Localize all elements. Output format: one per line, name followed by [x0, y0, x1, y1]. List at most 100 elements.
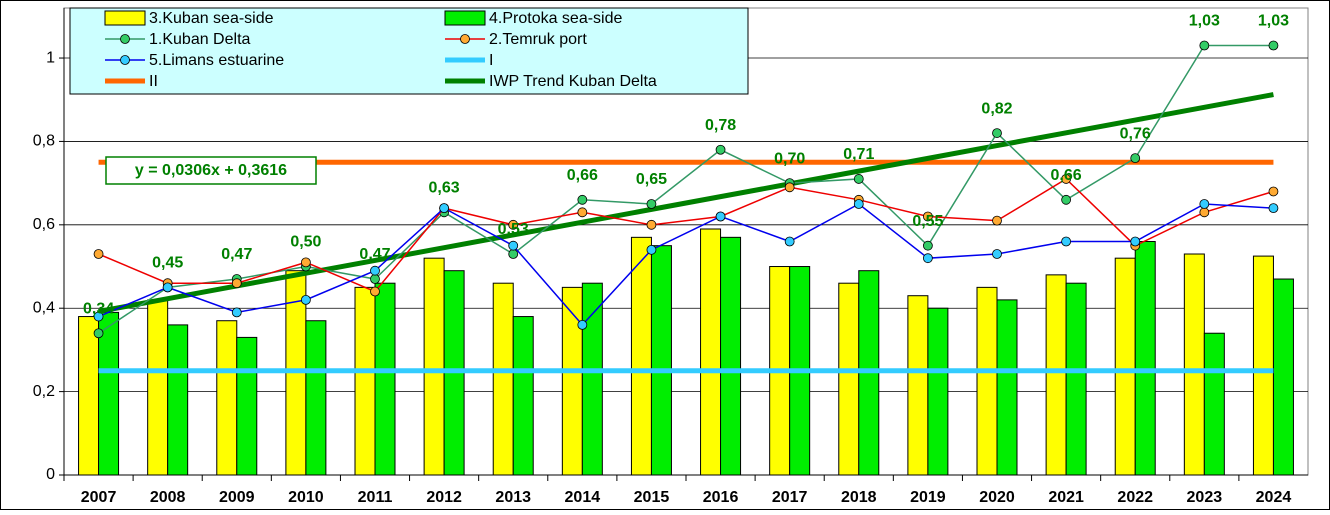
- legend-label: 1.Kuban Delta: [149, 31, 251, 48]
- line-series: [98, 203, 1274, 327]
- bar: [512, 316, 534, 476]
- x-tick-label: 2015: [634, 489, 670, 506]
- x-tick-label: 2020: [979, 489, 1015, 506]
- marker: [646, 244, 657, 255]
- marker: [853, 174, 864, 184]
- marker: [1130, 153, 1141, 164]
- data-label: 0,76: [1120, 125, 1151, 142]
- y-tick-label: 0,6: [33, 216, 55, 233]
- data-label: 0,66: [567, 167, 598, 184]
- x-tick-label: 2022: [1117, 489, 1153, 506]
- legend-label: IWP Trend Kuban Delta: [489, 73, 657, 90]
- marker: [922, 211, 933, 222]
- bar: [216, 320, 238, 476]
- marker: [508, 249, 519, 259]
- marker: [922, 240, 933, 251]
- x-tick-label: 2024: [1256, 489, 1292, 506]
- marker: [1130, 236, 1141, 247]
- bar: [78, 316, 100, 476]
- marker: [370, 286, 380, 297]
- x-tick-label: 2007: [81, 489, 117, 506]
- data-label: 0,71: [843, 146, 874, 163]
- marker: [992, 128, 1002, 138]
- marker: [715, 211, 726, 222]
- marker: [853, 199, 864, 209]
- x-tick-label: 2019: [910, 489, 946, 506]
- marker: [93, 311, 104, 322]
- bar: [423, 257, 445, 476]
- legend-label: II: [149, 73, 158, 90]
- data-label: 0,78: [705, 117, 736, 134]
- marker: [93, 249, 104, 259]
- data-label: 0,45: [152, 255, 183, 272]
- marker: [300, 257, 311, 268]
- marker: [784, 182, 795, 193]
- bar: [374, 282, 396, 476]
- marker: [1061, 194, 1072, 205]
- data-label: 0,47: [359, 246, 390, 263]
- bar: [927, 307, 949, 476]
- x-tick-label: 2010: [288, 489, 324, 506]
- line-series: [98, 178, 1274, 293]
- y-tick-label: 1: [46, 49, 55, 66]
- marker: [1268, 186, 1279, 197]
- bar: [1203, 332, 1225, 476]
- bar: [1065, 282, 1087, 476]
- marker: [370, 265, 380, 276]
- annotation-box: [105, 156, 317, 185]
- bar: [492, 282, 514, 476]
- data-label: 1,03: [1189, 13, 1220, 30]
- bar: [1134, 241, 1156, 476]
- bar: [1114, 257, 1136, 476]
- x-tick-label: 2009: [219, 489, 255, 506]
- x-tick-label: 2023: [1187, 489, 1223, 506]
- marker: [646, 199, 657, 209]
- bar: [907, 295, 929, 476]
- marker: [1199, 199, 1210, 209]
- data-label: 0,82: [981, 100, 1012, 117]
- data-label: 0,55: [912, 213, 943, 230]
- y-tick-label: 0,2: [33, 383, 55, 400]
- data-label: 0,63: [429, 180, 460, 197]
- legend-swatch: [104, 10, 146, 26]
- marker: [1199, 40, 1210, 51]
- bar: [996, 299, 1018, 476]
- bar: [1272, 278, 1294, 476]
- marker: [1199, 207, 1210, 218]
- marker: [231, 307, 242, 318]
- bar: [630, 236, 652, 476]
- bar: [354, 286, 376, 476]
- marker: [93, 328, 104, 339]
- line-series: [98, 92, 1274, 314]
- marker: [646, 219, 657, 230]
- marker: [992, 249, 1002, 259]
- legend-swatch: [444, 10, 486, 26]
- y-tick-label: 0: [46, 466, 55, 483]
- bar: [236, 336, 258, 476]
- legend-marker: [120, 55, 130, 65]
- data-label: 0,66: [1051, 167, 1082, 184]
- x-tick-label: 2018: [841, 489, 877, 506]
- y-tick-label: 0,4: [33, 299, 55, 316]
- bar: [1045, 274, 1067, 476]
- marker: [1061, 236, 1072, 247]
- bar: [700, 228, 722, 476]
- marker: [370, 274, 380, 284]
- data-label: 0,50: [290, 234, 321, 251]
- legend-marker: [460, 34, 470, 44]
- marker: [439, 203, 450, 214]
- x-tick-label: 2011: [358, 489, 393, 506]
- x-tick-label: 2008: [150, 489, 186, 506]
- bar: [1252, 255, 1274, 476]
- data-label: 0,53: [498, 221, 529, 238]
- marker: [1268, 203, 1279, 214]
- line-series: [98, 44, 1274, 334]
- marker: [577, 319, 588, 330]
- x-tick-label: 2013: [495, 489, 531, 506]
- data-label: 0,70: [774, 150, 805, 167]
- marker: [577, 194, 588, 205]
- bar: [305, 320, 327, 476]
- marker: [1061, 174, 1072, 184]
- y-tick-label: 0,8: [33, 133, 55, 150]
